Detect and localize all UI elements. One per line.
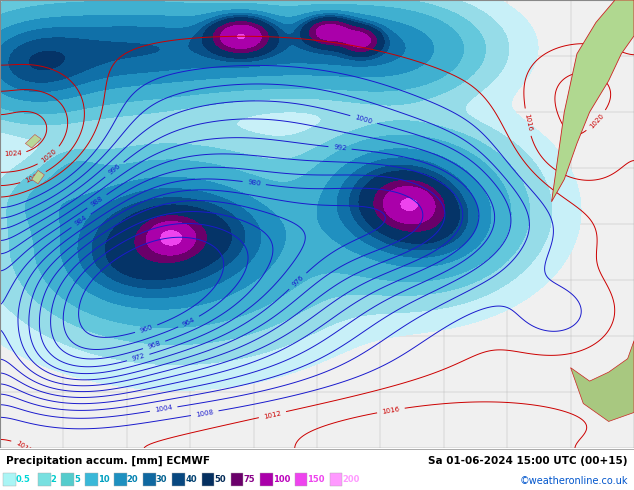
- Bar: [202, 472, 214, 486]
- Text: 40: 40: [185, 475, 197, 484]
- Bar: [61, 472, 74, 486]
- Text: 968: 968: [147, 340, 162, 350]
- Bar: [172, 472, 185, 486]
- Polygon shape: [25, 135, 41, 148]
- Text: 150: 150: [307, 475, 325, 484]
- Text: 1008: 1008: [195, 409, 214, 417]
- Text: 1020: 1020: [41, 148, 58, 164]
- Text: 1016: 1016: [382, 406, 400, 415]
- Text: 992: 992: [333, 144, 347, 151]
- Bar: [38, 472, 51, 486]
- Text: 980: 980: [247, 179, 261, 187]
- Text: 988: 988: [89, 195, 104, 208]
- Text: Precipitation accum. [mm] ECMWF: Precipitation accum. [mm] ECMWF: [6, 456, 210, 466]
- Text: 1016: 1016: [24, 172, 43, 184]
- Text: 1024: 1024: [4, 150, 22, 157]
- Text: 976: 976: [291, 274, 305, 288]
- Text: 1020: 1020: [588, 112, 605, 129]
- Text: 1000: 1000: [354, 114, 373, 125]
- Bar: [143, 472, 156, 486]
- Text: 30: 30: [156, 475, 167, 484]
- Text: 2: 2: [51, 475, 56, 484]
- Text: 1012: 1012: [15, 440, 33, 454]
- Bar: [260, 472, 273, 486]
- Bar: [295, 472, 307, 486]
- Text: 984: 984: [74, 215, 88, 227]
- Text: 10: 10: [98, 475, 109, 484]
- Text: 0.5: 0.5: [16, 475, 30, 484]
- Text: 996: 996: [107, 163, 122, 176]
- Text: 972: 972: [131, 353, 145, 363]
- Bar: [114, 472, 127, 486]
- Text: 1016: 1016: [523, 113, 533, 132]
- Text: 964: 964: [181, 316, 196, 327]
- Text: 1004: 1004: [154, 405, 173, 414]
- Text: 20: 20: [127, 475, 138, 484]
- Text: 100: 100: [273, 475, 290, 484]
- Text: 75: 75: [243, 475, 255, 484]
- Bar: [231, 472, 243, 486]
- Text: Sa 01-06-2024 15:00 UTC (00+15): Sa 01-06-2024 15:00 UTC (00+15): [428, 456, 628, 466]
- Polygon shape: [32, 171, 44, 184]
- Text: 200: 200: [342, 475, 359, 484]
- Text: ©weatheronline.co.uk: ©weatheronline.co.uk: [519, 476, 628, 486]
- Polygon shape: [571, 341, 634, 421]
- Text: 1012: 1012: [263, 410, 282, 419]
- Bar: [330, 472, 342, 486]
- Polygon shape: [552, 0, 634, 202]
- Bar: [3, 472, 16, 486]
- Text: 50: 50: [214, 475, 226, 484]
- Text: 960: 960: [139, 324, 153, 334]
- Text: 5: 5: [74, 475, 80, 484]
- Bar: [85, 472, 98, 486]
